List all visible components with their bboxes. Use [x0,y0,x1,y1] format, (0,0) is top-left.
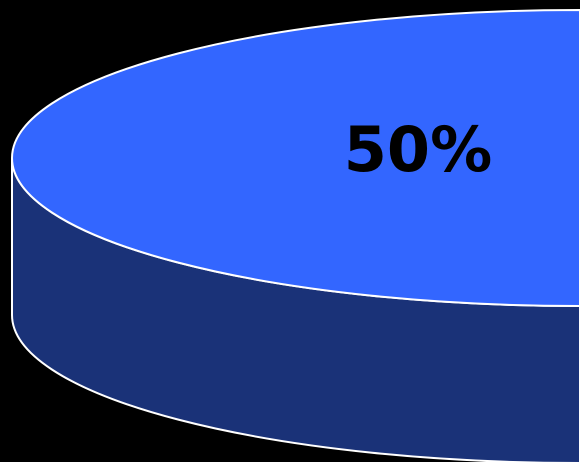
pie-slice-top [11,8,580,308]
pie-slice-label: 50% [344,113,492,186]
